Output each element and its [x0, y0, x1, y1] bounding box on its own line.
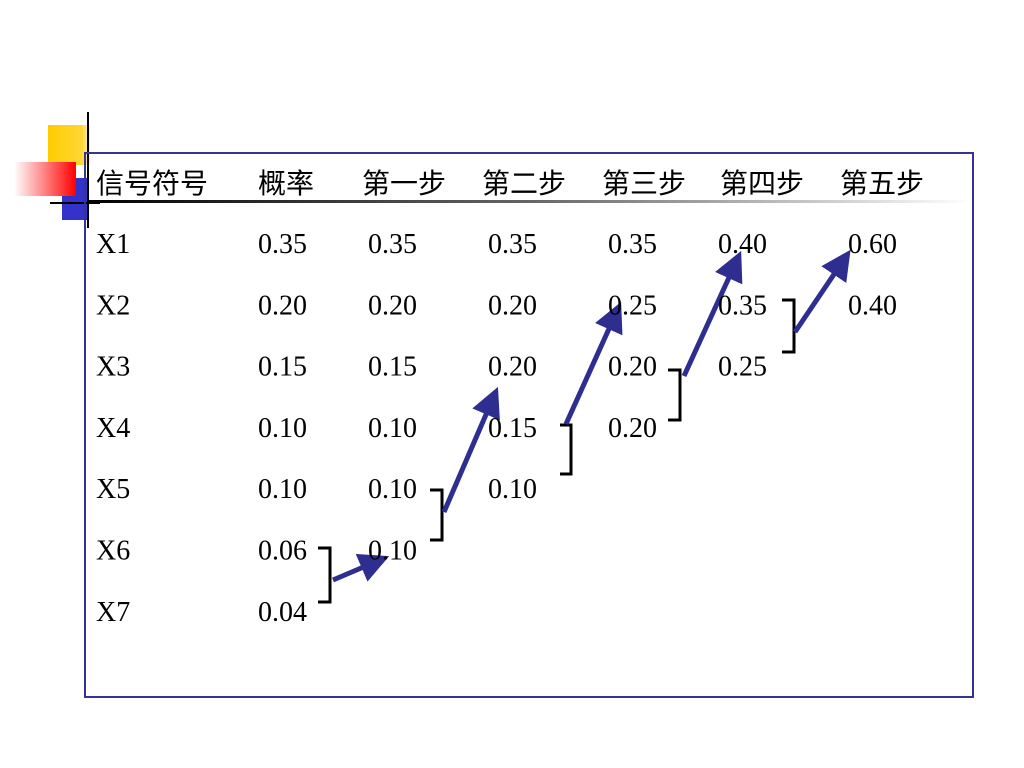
value-cell: 0.20 [608, 352, 657, 383]
arrow [332, 554, 390, 583]
value-cell: 0.35 [258, 229, 307, 260]
header-cell: 第二步 [482, 168, 566, 200]
value-cell: 0.40 [718, 229, 767, 260]
value-cell: 0.20 [608, 413, 657, 444]
value-cell: 0.10 [258, 474, 307, 505]
value-cell: 0.60 [848, 229, 897, 260]
value-cell: 0.15 [258, 352, 307, 383]
value-cell: 0.20 [368, 290, 417, 321]
value-cell: 0.25 [608, 290, 657, 321]
table-frame [84, 152, 974, 698]
value-cell: 0.35 [488, 229, 537, 260]
decor-red [14, 162, 76, 196]
header-rule [88, 200, 972, 203]
symbol-cell: X3 [96, 352, 130, 383]
header-cell: 信号符号 [96, 168, 208, 200]
bracket [318, 546, 332, 604]
header-cell: 第四步 [720, 168, 804, 200]
value-cell: 0.10 [368, 536, 417, 567]
header-cell: 第一步 [362, 168, 446, 200]
decor-yellow [48, 125, 90, 165]
bracket [782, 298, 796, 354]
brackets [318, 298, 796, 604]
value-cell: 0.20 [488, 290, 537, 321]
bracket [560, 423, 573, 476]
table: 信号符号 概率 第一步 第二步 第三步 第四步 第五步 X1 0.35 0.35 0.35 0.35 0… [96, 168, 924, 628]
value-cell: 0.40 [848, 290, 897, 321]
bracket [430, 488, 444, 542]
value-cell: 0.10 [488, 474, 537, 505]
arrow [441, 386, 500, 513]
value-cell: 0.20 [258, 290, 307, 321]
arrow [563, 301, 623, 426]
symbol-cell: X5 [96, 474, 130, 505]
symbol-cell: X4 [96, 413, 130, 444]
bracket [668, 368, 682, 422]
value-cell: 0.10 [368, 413, 417, 444]
value-cell: 0.35 [718, 290, 767, 321]
value-cell: 0.15 [488, 413, 537, 444]
value-cell: 0.15 [368, 352, 417, 383]
value-cell: 0.06 [258, 536, 307, 567]
arrow [681, 250, 743, 378]
symbol-cell: X2 [96, 290, 130, 321]
header-cell: 第三步 [602, 168, 686, 200]
value-cell: 0.10 [368, 474, 417, 505]
value-cell: 0.20 [488, 352, 537, 383]
arrows [332, 249, 851, 583]
header-cell: 概率 [258, 168, 314, 200]
header-cell: 第五步 [840, 168, 924, 200]
value-cell: 0.25 [718, 352, 767, 383]
symbol-cell: X7 [96, 597, 130, 628]
symbol-cell: X1 [96, 229, 130, 260]
value-cell: 0.35 [368, 229, 417, 260]
value-cell: 0.04 [258, 597, 307, 628]
symbol-cell: X6 [96, 536, 130, 567]
value-cell: 0.10 [258, 413, 307, 444]
arrow [792, 249, 851, 334]
value-cell: 0.35 [608, 229, 657, 260]
